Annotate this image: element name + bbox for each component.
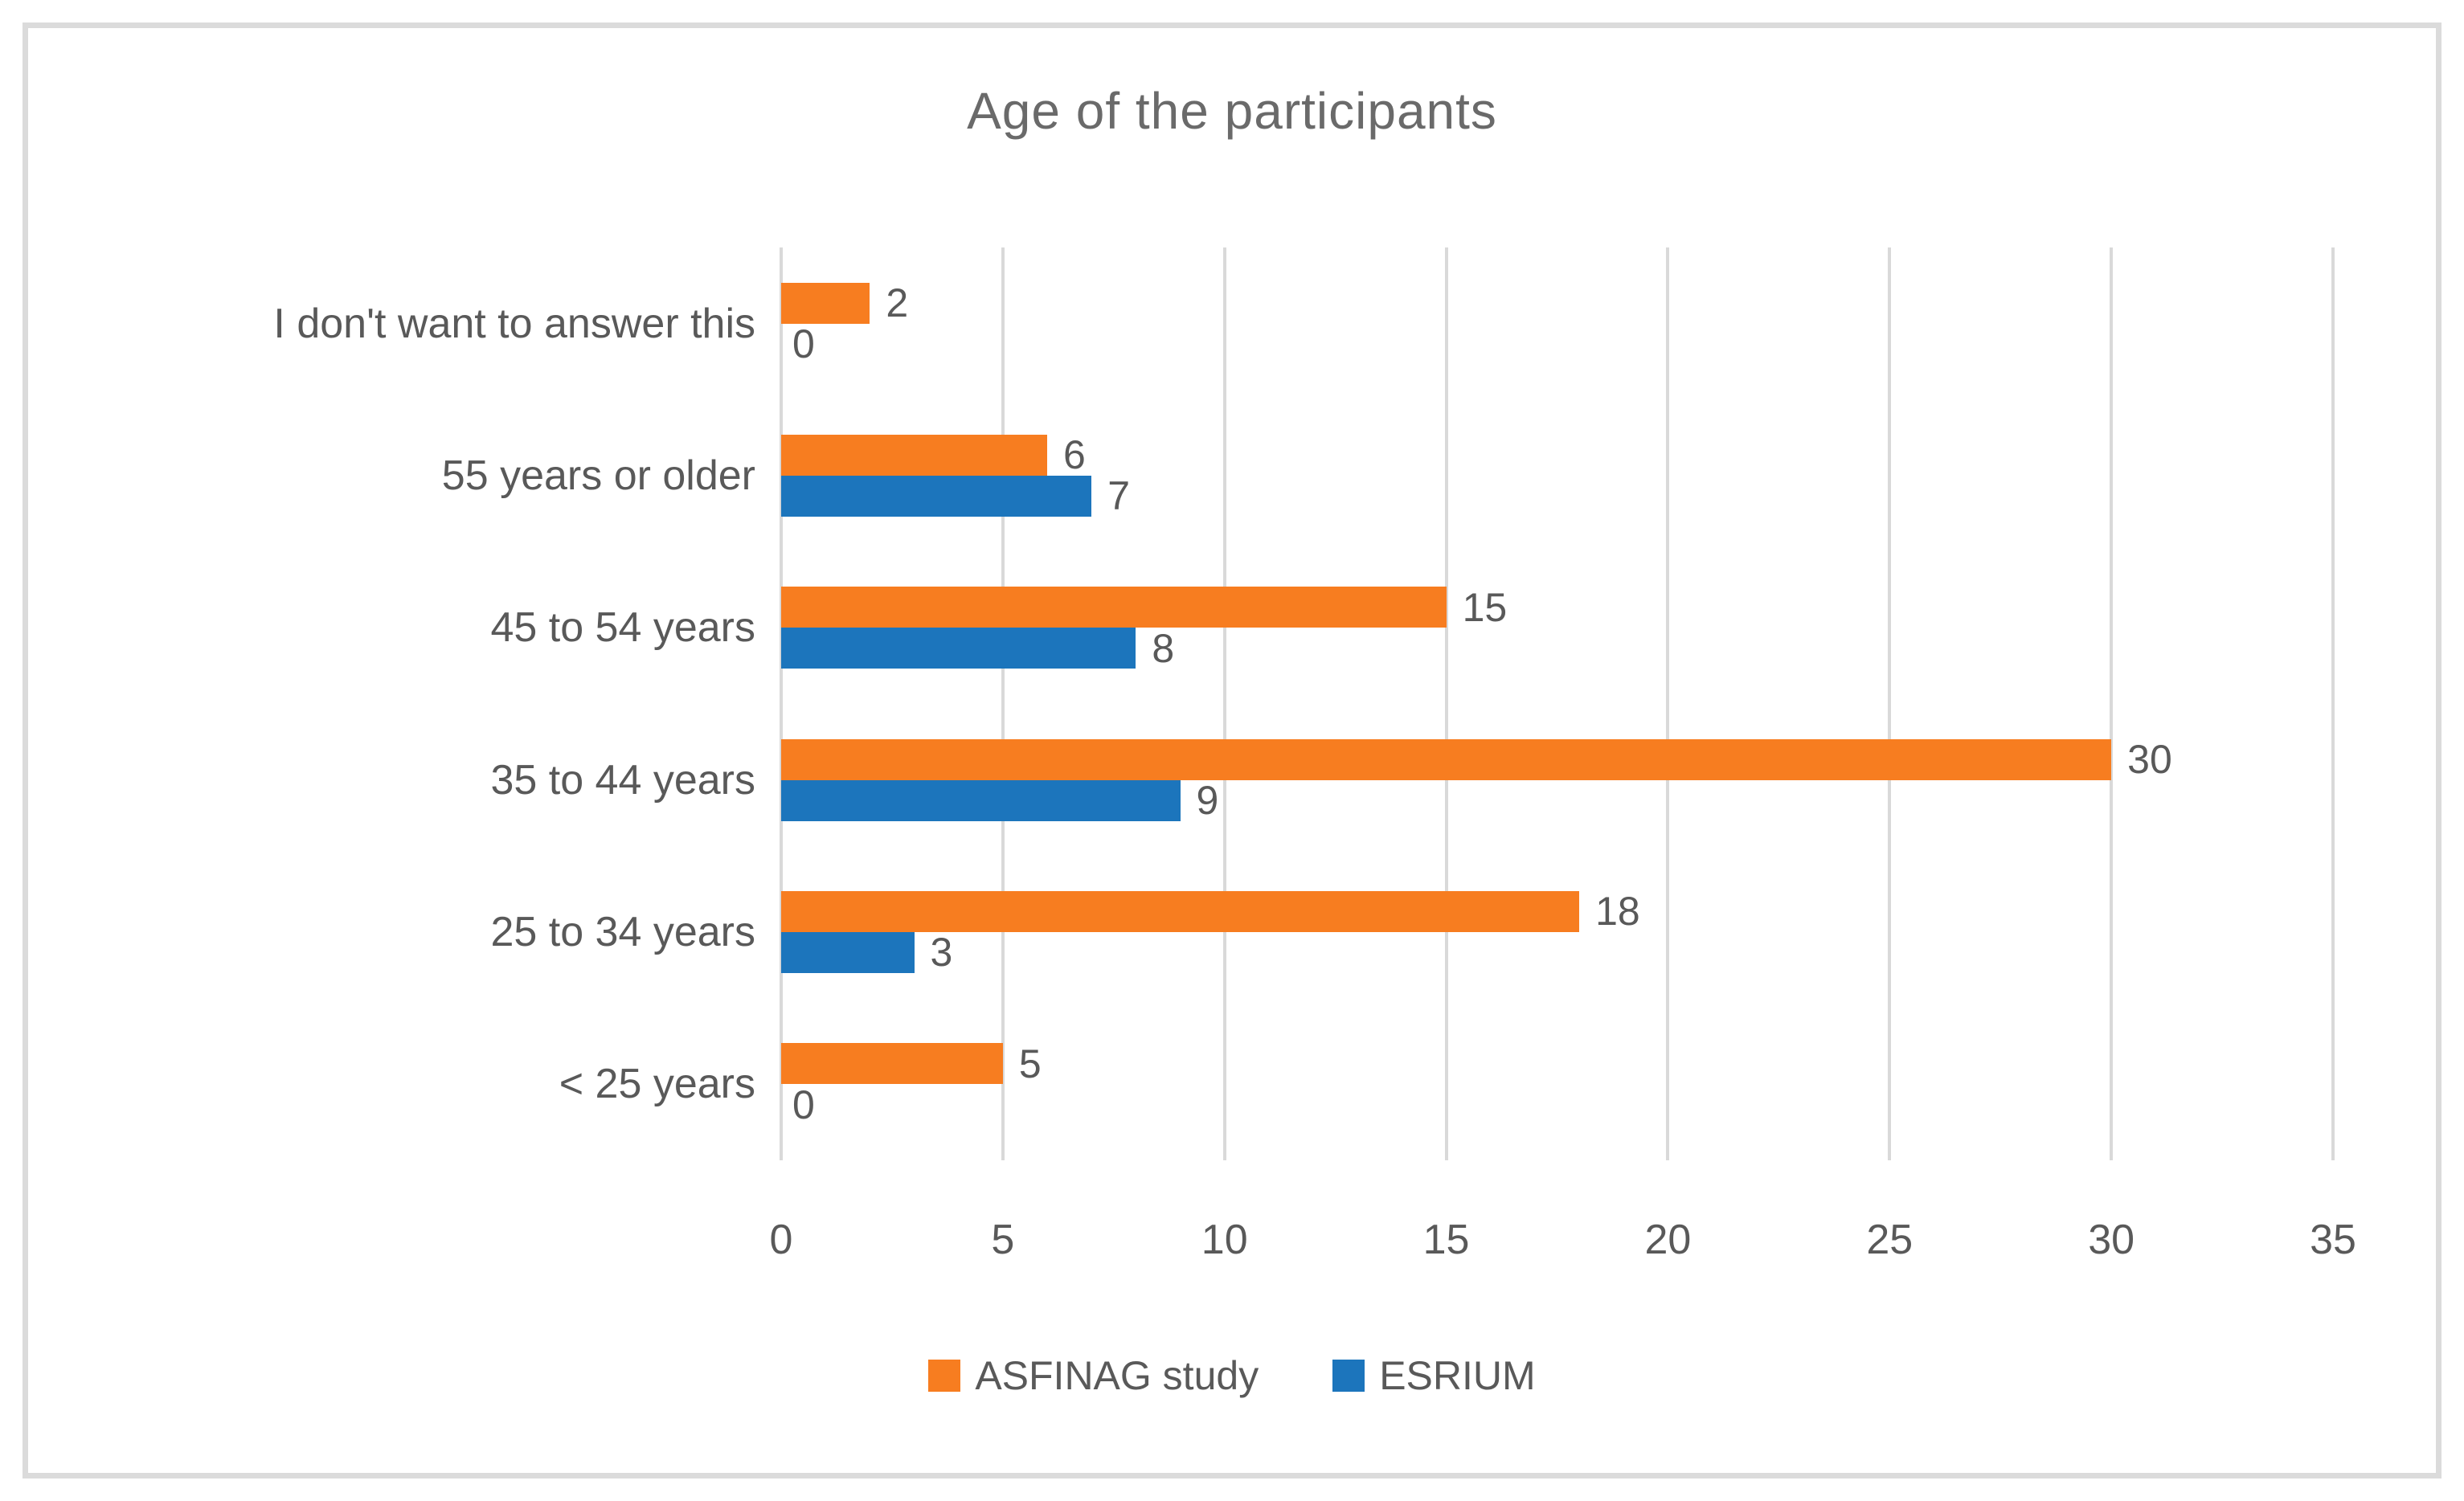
value-label: 9: [1196, 778, 1219, 824]
bar-asfinag-study: [781, 434, 1048, 476]
category-label: 25 to 34 years: [490, 908, 755, 955]
bar-line-esrium: 3: [781, 930, 2333, 975]
gridline: [1666, 247, 1670, 1160]
legend-item-esrium: ESRIUM: [1332, 1352, 1536, 1399]
y-axis-category-labels: I don't want to answer this 55 years or o…: [36, 247, 755, 1160]
bar-line-asfinag-study: 2: [781, 280, 2333, 326]
bar-asfinag-study: [781, 587, 1447, 628]
bar-line-asfinag-study: 15: [781, 584, 2333, 630]
value-label: 3: [930, 930, 953, 975]
bar-asfinag-study: [781, 890, 1580, 932]
value-label: 7: [1107, 473, 1130, 519]
bar-asfinag-study: [781, 738, 2112, 780]
bar-line-esrium: 0: [781, 1082, 2333, 1127]
bar-group-row: 30 9: [781, 704, 2333, 856]
legend-label-esrium: ESRIUM: [1379, 1353, 1536, 1398]
value-label: 0: [792, 1082, 815, 1127]
bar-line-asfinag-study: 30: [781, 737, 2333, 783]
chart-title: Age of the participants: [967, 82, 1497, 140]
bar-pair: 15 8: [781, 584, 2333, 671]
value-label: 30: [2127, 737, 2172, 783]
gridline: [2110, 247, 2114, 1160]
gridline: [1444, 247, 1448, 1160]
bar-esrium: [781, 931, 915, 973]
bar-pair: 30 9: [781, 737, 2333, 824]
bar-pair: 18 3: [781, 889, 2333, 975]
value-label: 8: [1152, 625, 1175, 671]
x-axis-tick-label: 0: [769, 1217, 793, 1263]
x-axis: 0 5 10 15 20 25 30 35: [770, 1216, 2356, 1272]
gridline: [780, 247, 783, 1160]
bar-asfinag-study: [781, 1043, 1003, 1085]
bar-line-esrium: 7: [781, 473, 2333, 518]
gridline: [1222, 247, 1226, 1160]
bar-asfinag-study: [781, 282, 870, 324]
legend: ASFINAG study ESRIUM: [28, 1352, 2436, 1399]
bar-line-asfinag-study: 5: [781, 1041, 2333, 1086]
bar-group-row: 15 8: [781, 552, 2333, 704]
gridline: [2331, 247, 2335, 1160]
bar-line-esrium: 8: [781, 625, 2333, 671]
category-label: I don't want to answer this: [273, 300, 755, 347]
value-label: 18: [1595, 889, 1640, 935]
x-axis-tick-label: 5: [991, 1217, 1015, 1263]
x-axis-tick-label: 30: [2088, 1217, 2135, 1263]
legend-swatch-asfinag-study-icon: [928, 1360, 961, 1392]
legend-label-asfinag-study: ASFINAG study: [975, 1353, 1259, 1398]
category-label: < 25 years: [559, 1061, 755, 1108]
category-label: 55 years or older: [441, 452, 755, 499]
age-of-participants-chart: Age of the participants I don't want to …: [23, 22, 2441, 1479]
x-axis-tick-label: 15: [1422, 1217, 1470, 1263]
bar-line-esrium: 0: [781, 321, 2333, 367]
bar-esrium: [781, 628, 1136, 669]
gridline: [1001, 247, 1005, 1160]
category-label: 45 to 54 years: [490, 604, 755, 652]
x-axis-tick-label: 10: [1201, 1217, 1248, 1263]
x-axis-tick-label: 20: [1644, 1217, 1692, 1263]
bar-line-esrium: 9: [781, 778, 2333, 824]
value-label: 2: [886, 280, 909, 326]
bar-line-asfinag-study: 6: [781, 432, 2333, 477]
legend-item-asfinag-study: ASFINAG study: [928, 1352, 1259, 1399]
bar-line-asfinag-study: 18: [781, 889, 2333, 935]
gridline: [1888, 247, 1892, 1160]
value-label: 15: [1462, 584, 1508, 630]
value-label: 0: [792, 321, 815, 367]
legend-swatch-esrium-icon: [1332, 1360, 1365, 1392]
bar-esrium: [781, 779, 1181, 821]
bar-group-row: 18 3: [781, 856, 2333, 1008]
x-axis-tick-label: 35: [2310, 1217, 2356, 1263]
x-axis-tick-label: 25: [1866, 1217, 1913, 1263]
value-label: 6: [1063, 432, 1086, 478]
category-label: 35 to 44 years: [490, 756, 755, 804]
plot-area: 2 0 6 7 15 8 30 9 18 3 5 0: [780, 247, 2335, 1160]
value-label: 5: [1018, 1041, 1042, 1086]
bar-esrium: [781, 475, 1092, 517]
